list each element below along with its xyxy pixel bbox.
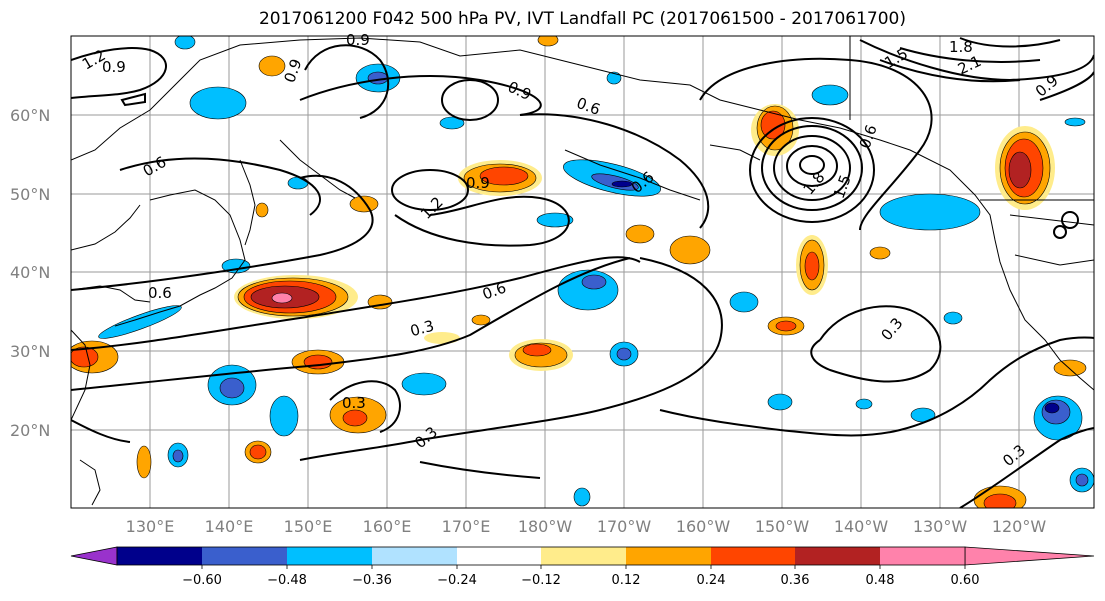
colorbar-segment: [626, 547, 711, 565]
colorbar-tick-label: −0.36: [352, 573, 392, 588]
colorbar-max-arrow: [964, 546, 1095, 566]
lon-label: 160°E: [363, 517, 412, 536]
colorbar-tick-label: −0.48: [267, 573, 307, 588]
colorbar-segment: [880, 547, 965, 565]
colorbar-min-arrow: [70, 546, 118, 566]
contour-label: 0.9: [346, 31, 370, 49]
lon-label: 120°W: [992, 517, 1047, 536]
colorbar-segment: [202, 547, 287, 565]
contour-label: 0.3: [408, 317, 436, 341]
lat-label-20n: 20°N: [10, 421, 50, 440]
lon-label: 140°E: [205, 517, 254, 536]
colorbar-tick-label: −0.12: [521, 573, 561, 588]
colorbar-segment: [287, 547, 372, 565]
lat-label-50n: 50°N: [10, 185, 50, 204]
lon-label: 130°W: [913, 517, 968, 536]
filled-contours: [71, 36, 1094, 508]
colorbar-tick-label: −0.24: [437, 573, 477, 588]
pv-contours: [71, 37, 1094, 508]
lon-label: 170°E: [442, 517, 491, 536]
colorbar-segment: [117, 547, 202, 565]
lon-label: 150°W: [755, 517, 810, 536]
colorbar-ticks: [201, 565, 966, 569]
lon-labels: 130°E 140°E 150°E 160°E 170°E 180°W 170°…: [126, 517, 1047, 536]
colorbar-tick-label: 0.12: [612, 573, 641, 588]
lon-label: 130°E: [126, 517, 175, 536]
contour-label: 0.9: [102, 58, 126, 76]
lon-label: 170°W: [597, 517, 652, 536]
colorbar-segment: [457, 547, 541, 565]
lat-labels: 60°N 50°N 40°N 30°N 20°N: [10, 106, 50, 440]
contour-label: 0.3: [342, 394, 366, 412]
colorbar-segment: [372, 547, 457, 565]
contour-label: 0.9: [466, 174, 490, 192]
lat-label-60n: 60°N: [10, 106, 50, 125]
colorbar-segment: [795, 547, 880, 565]
colorbar: −0.60 −0.48 −0.36 −0.24 −0.12 0.12 0.24 …: [70, 546, 1095, 588]
contour-label: 0.6: [148, 284, 172, 302]
colorbar-tick-label: 0.36: [781, 573, 810, 588]
colorbar-tick-label: 0.60: [951, 573, 980, 588]
colorbar-tick-label: −0.60: [182, 573, 222, 588]
lat-label-30n: 30°N: [10, 342, 50, 361]
colorbar-tick-label: 0.24: [697, 573, 726, 588]
map-border: [70, 35, 1095, 509]
colorbar-tick-label: 0.48: [866, 573, 895, 588]
lon-label: 160°W: [676, 517, 731, 536]
lat-label-40n: 40°N: [10, 263, 50, 282]
colorbar-segment: [711, 547, 795, 565]
map-title: 2017061200 F042 500 hPa PV, IVT Landfall…: [258, 9, 906, 29]
colorbar-segment: [541, 547, 626, 565]
contour-label: 1.8: [949, 38, 973, 56]
lon-label: 140°W: [834, 517, 889, 536]
lon-label: 180°W: [518, 517, 573, 536]
lon-label: 150°E: [284, 517, 333, 536]
